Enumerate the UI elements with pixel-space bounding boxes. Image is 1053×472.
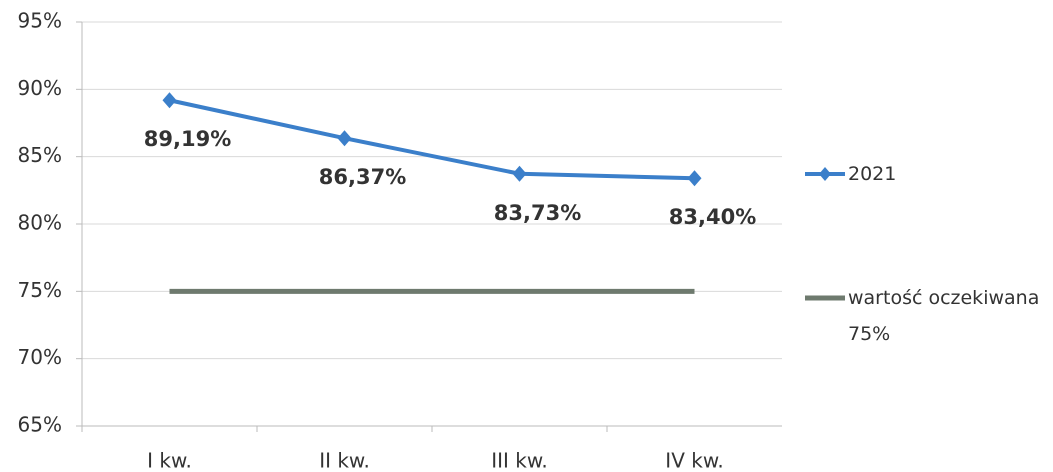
series-line xyxy=(169,98,695,181)
point-marker xyxy=(687,170,702,187)
x-tick-label: III kw. xyxy=(491,449,548,472)
y-tick-label: 95% xyxy=(18,9,62,33)
y-tick-label: 85% xyxy=(18,143,62,167)
y-tick-label: 90% xyxy=(18,76,62,100)
point-marker xyxy=(337,130,352,147)
legend-marker xyxy=(819,167,831,181)
y-tick-label: 75% xyxy=(18,278,62,302)
data-label: 86,37% xyxy=(319,165,406,189)
x-tick-label: I kw. xyxy=(147,449,192,472)
x-tick-label: II kw. xyxy=(319,449,370,472)
data-label: 83,73% xyxy=(494,201,581,225)
y-tick-label: 70% xyxy=(18,345,62,369)
data-label: 83,40% xyxy=(669,205,756,229)
point-marker xyxy=(512,165,527,182)
legend-label: wartość oczekiwana 75% xyxy=(848,287,1040,345)
y-tick-label: 65% xyxy=(18,413,62,437)
y-tick-label: 80% xyxy=(18,211,62,235)
legend-label: 2021 xyxy=(848,163,897,185)
x-tick-label: IV kw. xyxy=(665,449,723,472)
data-label: 89,19% xyxy=(144,127,231,151)
point-marker xyxy=(162,92,177,109)
